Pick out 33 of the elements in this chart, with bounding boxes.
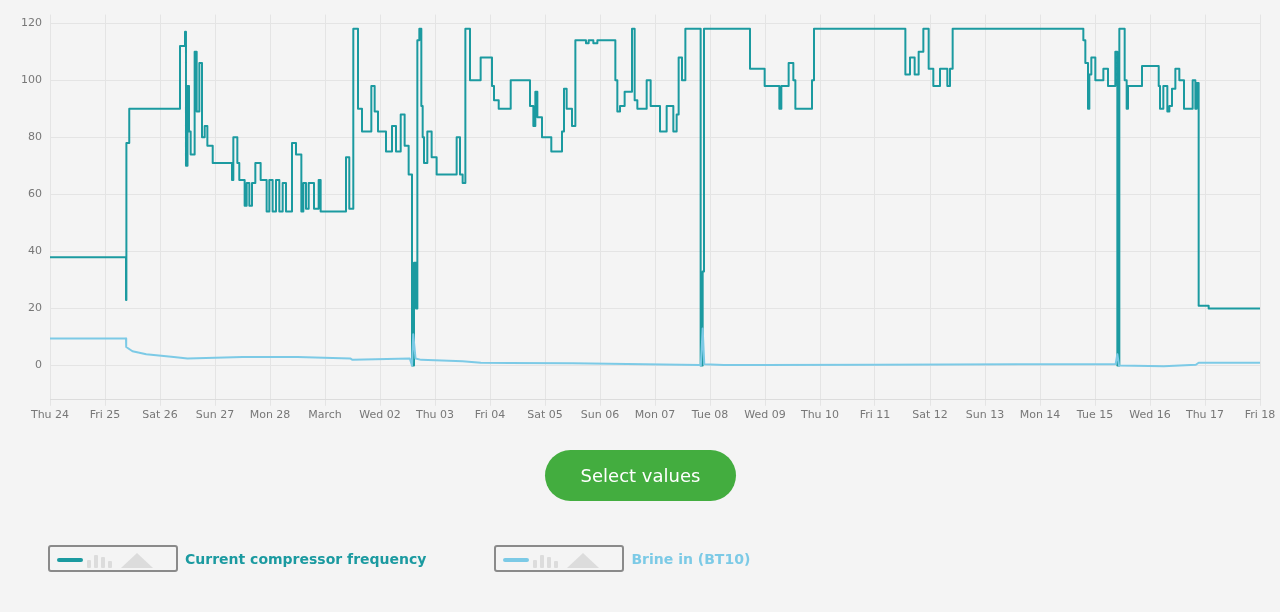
x-tick-label: Tue 08 <box>690 408 729 422</box>
text: Brine in (BT10) <box>631 550 751 567</box>
x-tick-label: Sat 12 <box>912 408 948 422</box>
text: Current compressor frequency <box>185 550 427 567</box>
y-tick-label: 0 <box>35 358 42 372</box>
x-tick-label: Thu 17 <box>1184 408 1225 422</box>
x-tick-label: Sun 06 <box>580 408 620 422</box>
y-tick-label: 100 <box>21 73 42 87</box>
x-tick-label: Thu 10 <box>799 408 840 422</box>
x-tick-label: Wed 02 <box>359 408 401 422</box>
x-tick-label: Wed 09 <box>744 408 786 422</box>
x-tick-label: Sat 05 <box>527 408 563 422</box>
x-tick-label: Mon 14 <box>1019 408 1061 422</box>
x-tick-label: Fri 18 <box>1244 408 1276 422</box>
x-tick-label: Mon 07 <box>634 408 676 422</box>
x-tick-label: March <box>308 408 342 422</box>
x-tick-label: Sun 27 <box>195 408 235 422</box>
y-tick-label: 40 <box>28 244 42 258</box>
y-tick-label: 20 <box>28 301 42 315</box>
x-tick-label: Fri 11 <box>859 408 891 422</box>
y-tick-label: 60 <box>28 187 42 201</box>
y-tick-label: 120 <box>21 16 42 30</box>
x-tick-label: Mon 28 <box>249 408 291 422</box>
y-tick-label: 80 <box>28 130 42 144</box>
x-tick-label: Sat 26 <box>142 408 178 422</box>
x-tick-label: Thu 24 <box>29 408 70 422</box>
x-tick-label: Tue 15 <box>1075 408 1114 422</box>
text: Select values <box>545 450 736 501</box>
x-tick-label: Wed 16 <box>1129 408 1171 422</box>
x-tick-label: Fri 25 <box>89 408 121 422</box>
x-tick-label: Thu 03 <box>414 408 455 422</box>
x-tick-label: Sun 13 <box>965 408 1005 422</box>
x-tick-label: Fri 04 <box>474 408 506 422</box>
